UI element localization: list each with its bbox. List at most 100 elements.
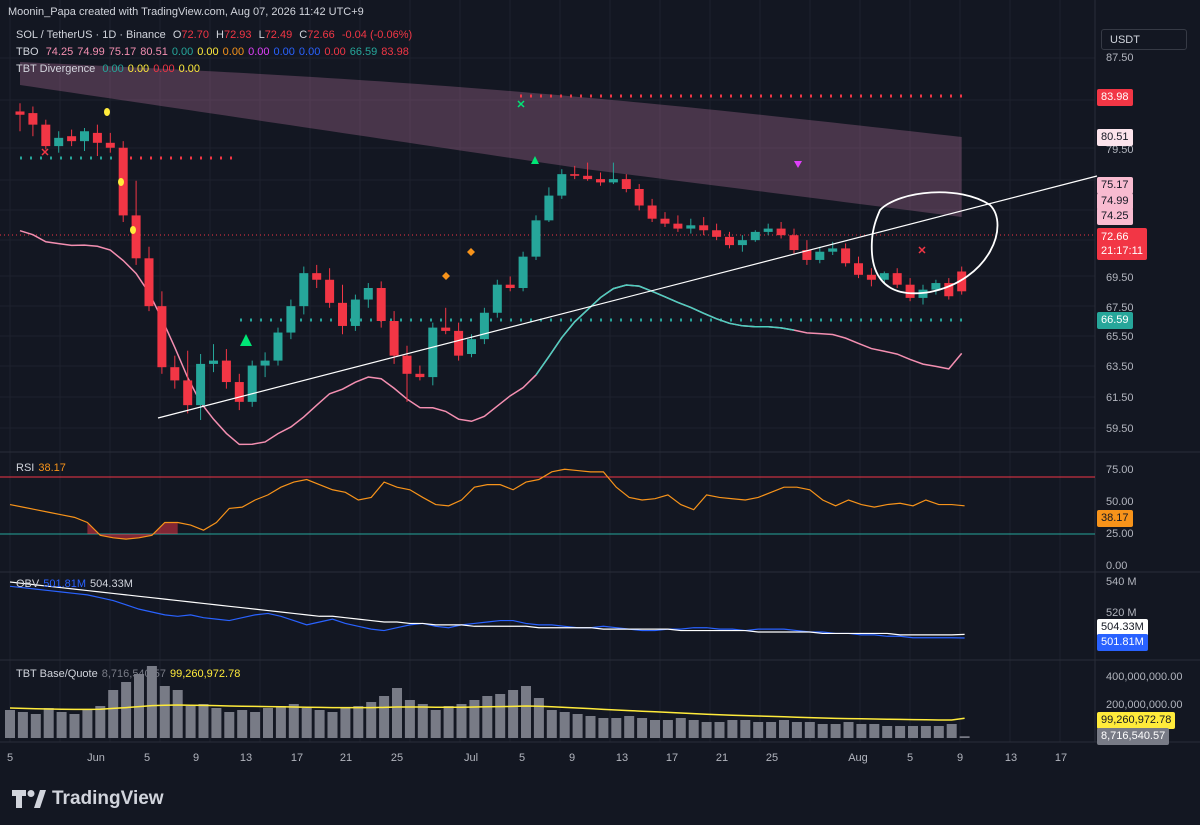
legend-tbo-value: 0.00 [248,46,270,58]
volume-bar [895,726,906,738]
volume-bar [56,712,67,738]
candle-body [67,136,77,142]
circle-annotation [870,191,999,295]
candle-body [479,312,489,340]
candle-body [660,218,670,224]
volume-bar [637,718,648,738]
bar-countdown: 21:17:11 [1101,245,1144,257]
currency-button[interactable]: USDT [1101,29,1187,50]
volume-bar [353,706,364,738]
legend-divergence-name: TBT Divergence [16,63,96,75]
volume-bar [17,712,28,738]
warning-icon [130,226,136,234]
x-tick-label: 13 [1004,752,1018,764]
candle-body [415,373,425,378]
volume-bar [662,720,673,738]
candle-body [828,248,838,252]
volume-bar [856,724,867,738]
diamond-icon [442,272,450,280]
candle-body [841,248,851,264]
volume-bar [817,724,828,738]
volume-bar [508,690,519,738]
volume-bar [95,706,106,738]
volume-bar [275,706,286,738]
legend-rsi-name: RSI [16,462,35,474]
volume-bar [753,722,764,738]
candle-body [879,273,889,280]
volume-bar [430,710,441,738]
candle-body [866,274,876,280]
candle-body [454,330,464,356]
y-tick-label: 79.50 [1106,144,1134,156]
legend-divergence-value: 0.00 [178,63,201,75]
legend-open: O72.70 [172,29,209,41]
volume-bar [714,722,725,738]
cross-icon [41,148,49,156]
legend-high: H72.93 [216,29,252,41]
volume-bar [404,700,415,738]
legend-divergence-value: 0.00 [127,63,150,75]
candle-body [325,279,335,303]
x-tick-label: Aug [848,752,868,764]
y-tick-label: 87.50 [1106,52,1134,64]
candle-body [699,225,709,231]
volume-bar [121,682,132,738]
volume-bar [908,726,918,738]
volume-bar [688,720,699,738]
buy-signal-icon [240,334,252,346]
tradingview-logo: TradingView [12,788,164,810]
volume-bar [482,696,493,738]
x-tick-label: 17 [1054,752,1068,764]
volume-bar [340,708,351,738]
volume-bar [263,708,273,738]
volume-bar [443,706,454,738]
volume-bar [869,724,880,738]
candle-body [350,299,360,326]
tag-83-98: 83.98 [1097,89,1133,106]
candle-body [518,256,528,288]
legend-symbol[interactable]: SOL / TetherUS · 1D · Binance [16,29,166,41]
legend-tbo-value: 0.00 [273,46,295,58]
legend-tbo-value: 74.25 [45,46,74,58]
candle-body [221,360,231,383]
candle-body [815,251,825,260]
volume-bar [250,712,261,738]
rsi-tick: 50.00 [1106,496,1134,508]
candle-body [944,283,954,297]
volume-bar [521,686,531,738]
volume-bar [159,686,170,738]
tag-74-99: 74.99 [1097,193,1133,210]
volume-bar [740,720,751,738]
x-tick-label: 5 [6,752,14,764]
obv-line [9,585,965,639]
rsi-tick: 25.00 [1106,528,1134,540]
candle-body [725,236,734,246]
y-tick-label: 69.50 [1106,272,1134,284]
legend-tbo-name: TBO [16,46,39,58]
bq-tick: 400,000,000.00 [1106,671,1183,683]
candle-body [428,327,438,378]
candle-body [157,306,167,368]
y-tick-label: 65.50 [1106,331,1134,343]
candle-body [608,179,618,183]
x-tick-label: 25 [765,752,779,764]
x-tick-label: 21 [339,752,353,764]
candle-body [802,250,812,260]
x-tick-label: 9 [956,752,964,764]
tradingview-icon [12,790,46,808]
legend-low: L72.49 [258,29,293,41]
obv-tick: 520 M [1106,607,1137,619]
candle-body [957,271,967,292]
legend-tbo-value: 74.99 [77,46,105,58]
candle-body [789,235,799,251]
volume-bar [843,722,854,738]
volume-bar [456,704,467,738]
volume-bar [82,710,93,738]
candle-body [28,113,38,125]
legend-close: C72.66 [299,29,335,41]
x-tick-label: 9 [568,752,576,764]
x-tick-label: 25 [390,752,404,764]
candle-body [183,380,193,406]
warning-icon [104,108,110,116]
